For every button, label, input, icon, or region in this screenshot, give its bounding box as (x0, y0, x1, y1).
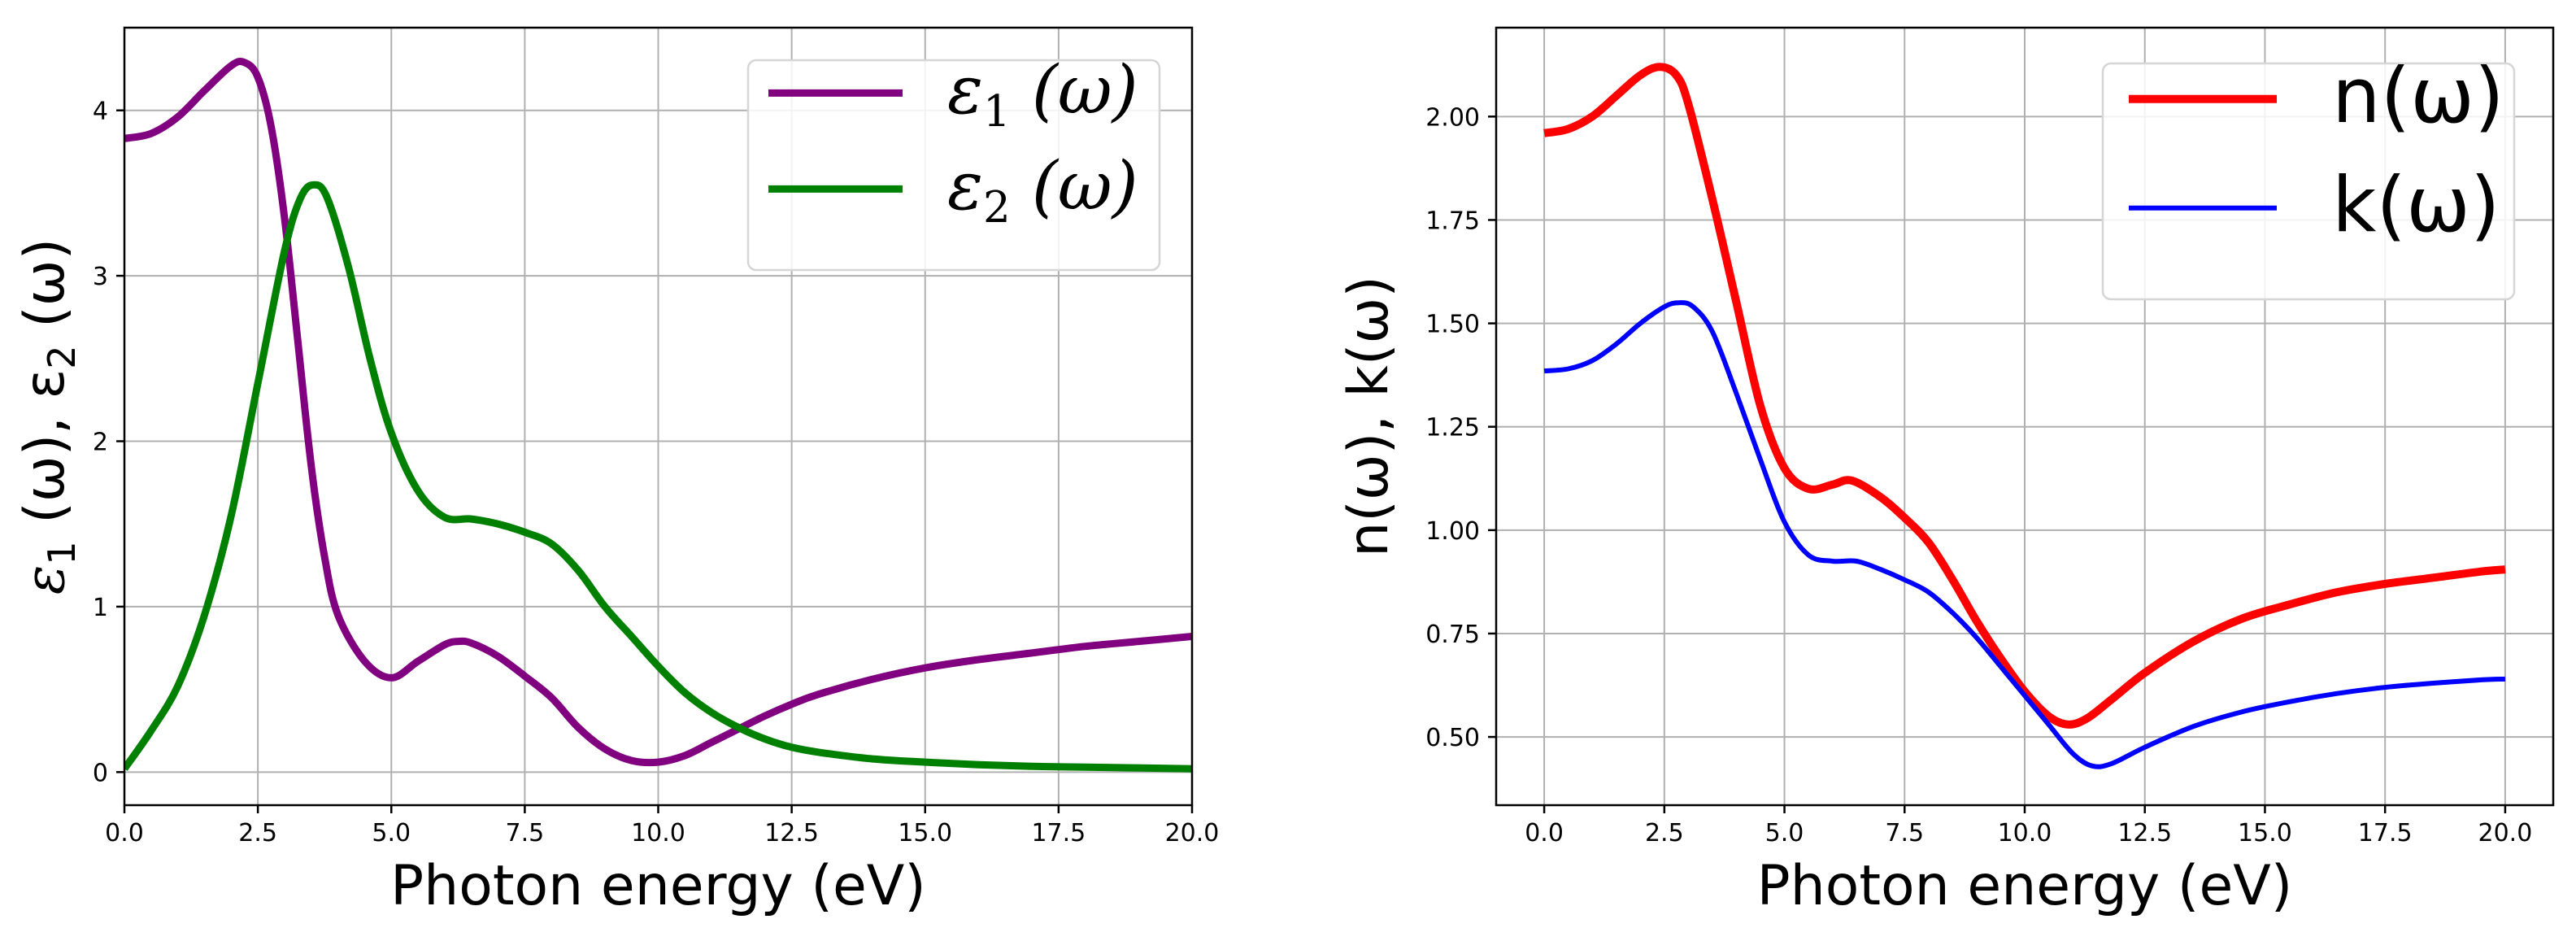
x-tick-label: 20.0 (1165, 819, 1220, 847)
series-line-1 (1543, 300, 2506, 769)
y-tick-label: 0.50 (1425, 724, 1480, 752)
x-tick-label: 15.0 (2238, 819, 2292, 847)
x-tick-label: 5.0 (1765, 819, 1804, 847)
series-group (1543, 63, 2506, 769)
legend-subscript: 1 (983, 87, 1011, 137)
y-tick-label: 4 (93, 98, 108, 126)
y-axis-label: ε1 (ω), ε2 (ω) (13, 238, 84, 595)
x-tick-label: 10.0 (631, 819, 685, 847)
x-tick-label: 0.0 (1525, 819, 1564, 847)
x-tick-label: 10.0 (1998, 819, 2052, 847)
x-tick-label: 5.0 (372, 819, 411, 847)
x-tick-label: 12.5 (764, 819, 819, 847)
y-label-subscript: 1 (40, 541, 84, 564)
y-label-subscript: 2 (40, 345, 84, 368)
x-tick-label: 17.5 (2358, 819, 2413, 847)
y-tick-label: 1 (93, 594, 108, 622)
legend-box (2101, 62, 2516, 301)
x-tick-label: 7.5 (506, 819, 545, 847)
refractive-index-chart: 0.0 2.5 5.0 7.5 10.0 12.5 15.0 17.5 20.0 0.50 0.75… (1337, 26, 2555, 918)
x-tick-label: 17.5 (1031, 819, 1086, 847)
y-tick-label: 1.50 (1425, 311, 1480, 339)
legend-label-0: n(ω) (2332, 52, 2504, 141)
legend-label-1: k(ω) (2332, 161, 2500, 250)
y-tick-label: 1.25 (1425, 414, 1480, 442)
legend: ε1 (ω)ε2 (ω) (746, 52, 1161, 272)
y-tick-label: 3 (93, 263, 108, 291)
y-label-text: (ω), ε (13, 369, 77, 542)
legend-text: (ω) (1011, 148, 1138, 225)
legend-symbol: ε (947, 52, 983, 129)
y-tick-label: 0.75 (1425, 621, 1480, 649)
dielectric-function-chart: 0.0 2.5 5.0 7.5 10.0 12.5 15.0 17.5 20.0 0 1 2 3 4 Pho… (13, 26, 1219, 918)
legend-symbol: ε (947, 148, 983, 225)
y-tick-label: 2.00 (1425, 103, 1480, 132)
y-axis-label: n(ω), k(ω) (1337, 276, 1401, 557)
legend-subscript: 2 (983, 183, 1011, 233)
series-line-0 (1543, 63, 2506, 729)
x-tick-label: 12.5 (2117, 819, 2172, 847)
y-tick-label: 2 (93, 429, 108, 457)
x-axis-label: Photon energy (eV) (1757, 854, 2293, 918)
x-tick-label: 2.5 (238, 819, 277, 847)
x-axis-label: Photon energy (eV) (390, 854, 926, 918)
y-tick-label: 0 (93, 759, 108, 787)
legend-text: (ω) (1011, 52, 1138, 129)
x-tick-label: 7.5 (1885, 819, 1924, 847)
axis-ticks: 0.0 2.5 5.0 7.5 10.0 12.5 15.0 17.5 20.0 0 1 2 3 4 (93, 98, 1219, 847)
x-tick-label: 15.0 (898, 819, 952, 847)
series-line-1 (124, 181, 1192, 773)
legend-label-0: ε1 (ω) (947, 52, 1138, 137)
y-tick-label: 1.75 (1425, 207, 1480, 235)
x-tick-label: 0.0 (105, 819, 144, 847)
series-group (124, 57, 1192, 773)
series-line-0 (124, 57, 1192, 767)
legend-label-1: ε2 (ω) (947, 148, 1138, 233)
y-label-text: (ω) (13, 238, 77, 346)
y-tick-label: 1.00 (1425, 517, 1480, 546)
axis-ticks: 0.0 2.5 5.0 7.5 10.0 12.5 15.0 17.5 20.0 0.50 0.75… (1425, 103, 2532, 847)
x-tick-label: 2.5 (1645, 819, 1684, 847)
legend: n(ω) k(ω) (2101, 52, 2516, 301)
legend-box (746, 59, 1161, 272)
x-tick-label: 20.0 (2478, 819, 2533, 847)
y-label-symbol: ε (13, 565, 77, 595)
